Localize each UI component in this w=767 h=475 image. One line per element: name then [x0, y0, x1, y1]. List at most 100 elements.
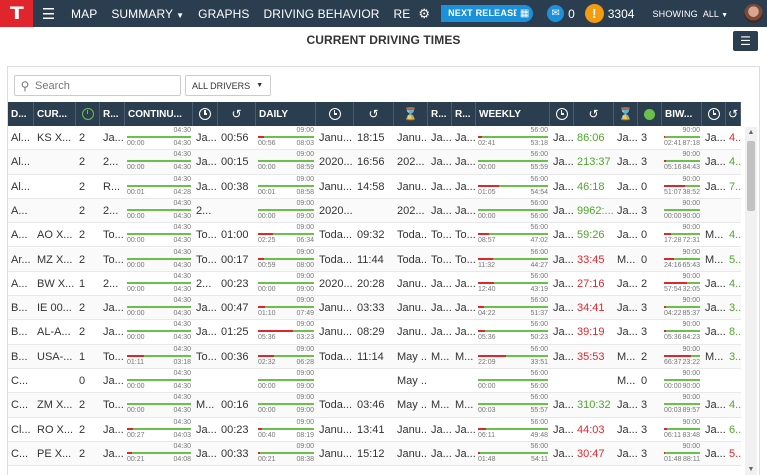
table-cell: Ja... [705, 302, 726, 315]
table-cell: 5... [729, 447, 741, 460]
column-header[interactable]: DAILY [256, 102, 316, 126]
table-cell: 01:25 [221, 326, 249, 339]
next-release-button[interactable]: NEXT RELEASE [441, 5, 527, 22]
nav-graphs[interactable]: GRAPHS [198, 6, 250, 21]
green-dot-icon [644, 108, 655, 120]
table-cell: M... [431, 350, 450, 363]
table-row[interactable]: Ar... MZ X... 2 To... 04:30 00:00 04:30 To... 00… [8, 247, 741, 272]
remaining-label: 49:48 [530, 431, 548, 439]
progress-track [664, 330, 700, 333]
remaining-label: 06:34 [296, 237, 314, 245]
used-label: 04:22 [664, 310, 682, 318]
settings-gear-icon[interactable]: ⚙ [418, 5, 431, 21]
table-cell: Ja... [617, 399, 638, 412]
scroll-down-icon[interactable]: ▼ [747, 466, 755, 473]
table-cell: 03:33 [357, 302, 385, 315]
remaining-label: 04:08 [173, 455, 191, 463]
column-header[interactable]: R... [100, 102, 125, 126]
column-header-green-dot-icon[interactable] [638, 102, 662, 126]
column-header[interactable]: R... [452, 102, 476, 126]
table-row[interactable]: B... AL-A... 2 Ja... 04:30 00:00 04:30 Ja... 01:… [8, 320, 741, 345]
table-row[interactable]: B... USA-... 1 To... 04:30 01:11 03:18 To... 00:… [8, 344, 741, 369]
user-avatar[interactable] [744, 4, 763, 23]
showing-select[interactable]: ALL ▼ [703, 9, 728, 19]
driving-times-panel: ⚲ ALL DRIVERS ▼ D...CUR...R...CONTINU...… [7, 66, 760, 475]
column-header[interactable]: WEEKLY [476, 102, 550, 126]
table-row[interactable]: Al... 2 2... 04:30 00:00 04:30 Ja... 00:15 09:00… [8, 150, 741, 175]
table-cell: 9962:... [577, 204, 614, 217]
limit-label: 09:00 [296, 370, 314, 377]
used-label: 00:00 [127, 140, 145, 147]
nav-reports[interactable]: RE [393, 6, 411, 21]
column-header-clock-icon[interactable] [193, 102, 218, 126]
daily-progress-bar: 09:00 00:59 08:00 [256, 248, 316, 272]
message-icon[interactable]: ✉ [547, 5, 565, 22]
used-label: 00:00 [258, 285, 276, 293]
calendar-icon[interactable]: ▦ [516, 5, 534, 22]
column-header-hourglass-icon[interactable]: ⌛ [614, 102, 638, 126]
limit-label: 09:00 [296, 418, 314, 426]
scrollbar-thumb[interactable] [747, 141, 755, 211]
table-row[interactable]: C... ZM X... 2 To... 04:30 00:00 04:30 M... 00:1… [8, 393, 741, 418]
table-cell: Ja... [196, 132, 217, 144]
history-icon: ↺ [231, 107, 242, 121]
table-row[interactable]: A... 2 2... 04:30 00:00 04:30 2... 09:00 00:00 09… [8, 198, 741, 224]
column-header-clock-icon[interactable] [316, 102, 354, 126]
limit-label: 09:00 [296, 127, 314, 134]
column-header-clock-icon[interactable] [702, 102, 726, 126]
column-header-history-icon[interactable]: ↺ [218, 102, 256, 126]
table-cell: Janu... [319, 423, 353, 436]
table-cell: A... [11, 277, 28, 290]
hamburger-menu-icon[interactable]: ☰ [41, 5, 56, 23]
top-navbar: T ☰ MAP SUMMARY ▼ GRAPHS DRIVING BEHAVIOR… [0, 0, 767, 27]
progress-fill [478, 354, 506, 357]
column-header[interactable]: CUR... [34, 102, 76, 126]
table-row[interactable]: Al... KS X... 2 Ja... 04:30 00:00 04:30 Ja... 00… [8, 126, 741, 151]
alert-icon[interactable]: ! [584, 4, 604, 23]
table-row[interactable]: C... PE X... 2 Ja... 04:30 00:21 04:08 Ja... 00:… [8, 441, 741, 467]
column-header-clock-icon[interactable] [550, 102, 574, 126]
nav-driving-behavior[interactable]: DRIVING BEHAVIOR [263, 6, 380, 21]
progress-track [478, 136, 548, 138]
search-box[interactable]: ⚲ [14, 75, 181, 96]
table-cell: 4... [729, 156, 741, 169]
table-cell: Ja... [617, 229, 638, 242]
search-input[interactable] [35, 79, 175, 92]
remaining-label: 08:03 [296, 140, 314, 147]
column-header-hourglass-icon[interactable]: ⌛ [394, 102, 428, 126]
scroll-up-icon[interactable]: ▲ [747, 129, 755, 136]
table-row[interactable]: B... IE 00... 2 Ja... 04:30 00:00 04:30 Ja... 00… [8, 296, 741, 321]
table-cell: To... [431, 253, 452, 266]
column-header-history-icon[interactable]: ↺ [574, 102, 614, 126]
table-row[interactable]: A... BW X... 1 2... 04:30 00:00 04:30 2... 00:23… [8, 272, 741, 297]
table-row[interactable]: Cl... RO X... 2 Ja... 04:30 00:27 04:03 Ja... 00… [8, 418, 741, 442]
green-clock-icon [81, 108, 94, 120]
progress-track [664, 281, 700, 284]
column-header-history-icon[interactable]: ↺ [354, 102, 394, 126]
nav-map[interactable]: MAP [71, 6, 98, 21]
vertical-scrollbar[interactable]: ▲ ▼ [745, 127, 757, 475]
column-header[interactable]: R... [428, 102, 452, 126]
column-header[interactable]: BIW... [662, 102, 702, 126]
column-header[interactable]: CONTINU... [125, 102, 193, 126]
table-cell: Ja... [553, 302, 574, 315]
used-label: 00:00 [478, 164, 496, 172]
column-header-history-icon[interactable]: ↺ [726, 102, 741, 126]
table-cell: 00:23 [221, 423, 249, 436]
table-cell: Ja... [103, 326, 124, 339]
table-cell: 5... [729, 253, 741, 266]
column-header-green-clock-icon[interactable] [76, 102, 100, 126]
table-row[interactable]: Al... 2 R... 04:30 00:01 04:28 Ja... 00:38 09:00… [8, 175, 741, 199]
table-row[interactable]: A... AO X... 2 To... 04:30 00:00 04:30 To... 01:… [8, 223, 741, 248]
brand-logo[interactable]: T [0, 0, 33, 27]
column-header[interactable]: D... [8, 102, 34, 126]
nav-summary[interactable]: SUMMARY ▼ [104, 7, 191, 21]
table-row[interactable]: C... 0 Ja... 04:30 00:00 04:30 09:00 00:00 09:00… [8, 369, 741, 394]
caret-down-icon: ▼ [721, 11, 728, 19]
table-cell: 20:28 [357, 277, 385, 290]
used-label: 01:48 [478, 455, 496, 463]
limit-label: 09:00 [296, 151, 314, 159]
page-menu-button[interactable]: ☰ [733, 31, 758, 51]
drivers-select[interactable]: ALL DRIVERS ▼ [185, 75, 271, 96]
used-label: 00:01 [258, 188, 276, 196]
